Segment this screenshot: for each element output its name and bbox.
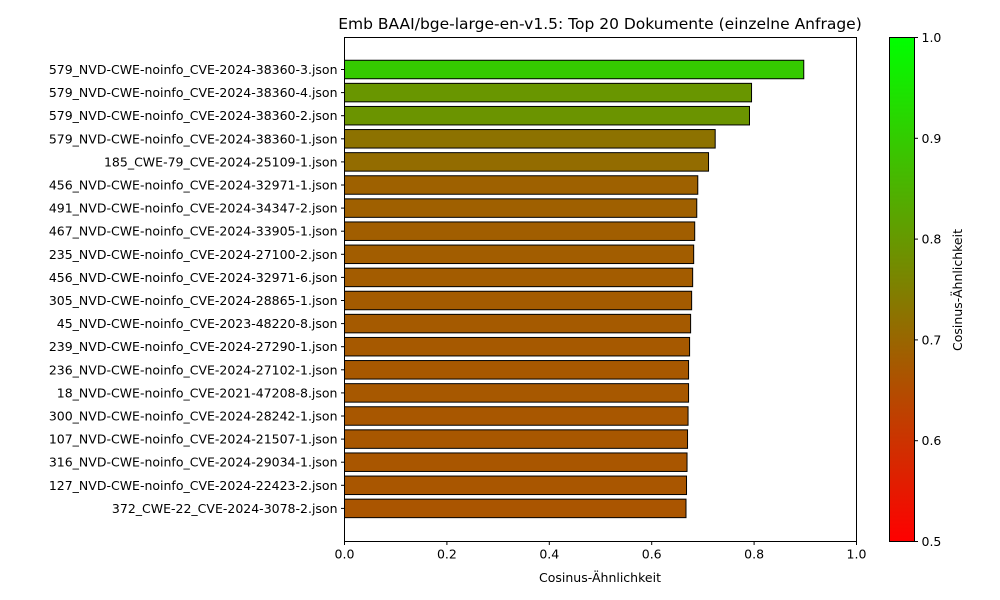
bar-20 [344, 498, 687, 519]
chart-title: Emb BAAI/bge-large-en-v1.5: Top 20 Dokum… [338, 15, 862, 33]
x-tick-label: 1.0 [847, 547, 867, 562]
bar-9 [344, 244, 695, 265]
x-axis: 0.0 0.2 0.4 0.6 0.8 1.0 [335, 541, 867, 562]
x-tick-label: 0.4 [539, 547, 559, 562]
bar-13 [344, 336, 691, 357]
category-label: 305_NVD-CWE-noinfo_CVE-2024-28865-1.json [49, 293, 338, 308]
x-tick-label: 0.8 [744, 547, 764, 562]
bar-14 [344, 360, 690, 380]
bar-3 [344, 105, 750, 126]
colorbar-tick-label: 1.0 [922, 30, 942, 45]
colorbar-tick-label: 0.5 [922, 534, 942, 549]
category-label: 107_NVD-CWE-noinfo_CVE-2024-21507-1.json [49, 432, 338, 447]
category-label: 18_NVD-CWE-noinfo_CVE-2021-47208-8.json [57, 385, 338, 400]
x-tick-label: 0.6 [642, 547, 662, 562]
category-label: 185_CWE-79_CVE-2024-25109-1.json [104, 154, 338, 169]
colorbar-tick-label: 0.7 [922, 332, 942, 347]
bar-11 [344, 290, 693, 311]
category-label: 127_NVD-CWE-noinfo_CVE-2024-22423-2.json [49, 478, 338, 493]
bar-6 [344, 175, 699, 195]
bar-10 [344, 267, 694, 288]
plot-frame [344, 37, 857, 542]
category-label: 372_CWE-22_CVE-2024-3078-2.json [112, 501, 338, 516]
category-label: 579_NVD-CWE-noinfo_CVE-2024-38360-2.json [49, 108, 338, 123]
category-label: 45_NVD-CWE-noinfo_CVE-2023-48220-8.json [57, 316, 338, 331]
bar-18 [344, 452, 688, 472]
category-label: 456_NVD-CWE-noinfo_CVE-2024-32971-1.json [49, 178, 338, 193]
bar-4 [344, 129, 716, 149]
bar-19 [344, 475, 688, 496]
category-label: 300_NVD-CWE-noinfo_CVE-2024-28242-1.json [49, 409, 338, 424]
x-tick-label: 0.2 [437, 547, 457, 562]
category-label: 467_NVD-CWE-noinfo_CVE-2024-33905-1.json [49, 224, 338, 239]
bar-15 [344, 383, 690, 403]
bar-1 [344, 59, 805, 80]
bars-layer [344, 59, 805, 519]
category-label: 579_NVD-CWE-noinfo_CVE-2024-38360-3.json [49, 62, 338, 77]
category-label: 235_NVD-CWE-noinfo_CVE-2024-27100-2.json [49, 247, 338, 262]
category-label: 316_NVD-CWE-noinfo_CVE-2024-29034-1.json [49, 455, 338, 470]
bar-16 [344, 406, 689, 426]
category-label: 579_NVD-CWE-noinfo_CVE-2024-38360-1.json [49, 131, 338, 146]
category-label: 491_NVD-CWE-noinfo_CVE-2024-34347-2.json [49, 201, 338, 216]
x-tick-label: 0.0 [335, 547, 355, 562]
colorbar-tick-label: 0.8 [922, 232, 942, 247]
bar-17 [344, 429, 689, 449]
category-label: 579_NVD-CWE-noinfo_CVE-2024-38360-4.json [49, 85, 338, 100]
x-axis-title: Cosinus-Ähnlichkeit [539, 570, 661, 585]
category-label: 456_NVD-CWE-noinfo_CVE-2024-32971-6.json [49, 270, 338, 285]
colorbar-title: Cosinus-Ähnlichkeit [950, 229, 965, 351]
bar-7 [344, 198, 698, 218]
colorbar-tick-label: 0.6 [922, 433, 942, 448]
colorbar-tick-label: 0.9 [922, 131, 942, 146]
bar-2 [344, 82, 753, 103]
category-labels: 579_NVD-CWE-noinfo_CVE-2024-38360-3.json… [49, 62, 345, 516]
bar-5 [344, 152, 710, 172]
bar-12 [344, 313, 692, 334]
bar-8 [344, 221, 696, 241]
colorbar: 0.5 0.6 0.7 0.8 0.9 1.0 [889, 30, 942, 549]
category-label: 236_NVD-CWE-noinfo_CVE-2024-27102-1.json [49, 362, 338, 377]
colorbar-gradient [889, 37, 915, 542]
category-label: 239_NVD-CWE-noinfo_CVE-2024-27290-1.json [49, 339, 338, 354]
